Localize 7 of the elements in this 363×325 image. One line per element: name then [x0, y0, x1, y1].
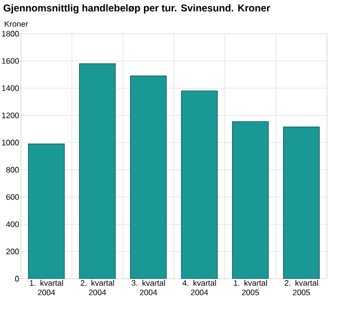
bar — [283, 126, 320, 279]
bar — [130, 76, 167, 279]
chart-title: Gjennomsnittlig handlebeløp per tur. Svinesund. Kroner — [4, 4, 270, 14]
bar — [232, 121, 269, 279]
bar — [79, 63, 116, 279]
bar — [181, 90, 218, 279]
bar — [28, 144, 65, 279]
